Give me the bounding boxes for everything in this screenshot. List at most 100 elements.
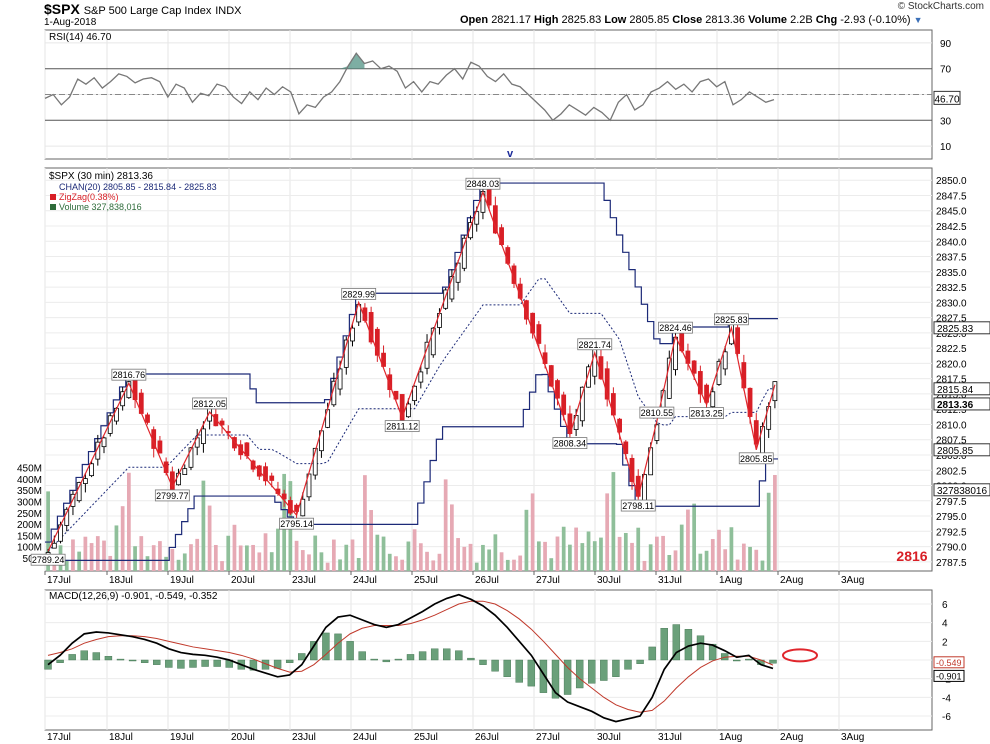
zigzag-tag-box xyxy=(192,397,228,410)
macd-tick-label: 2 xyxy=(942,637,948,648)
price-tag-box xyxy=(933,483,990,497)
candle-body xyxy=(430,327,436,356)
volume-bar xyxy=(481,544,485,571)
zigzag-tag-box xyxy=(620,499,656,512)
zigzag-tag-label: 2799.77 xyxy=(156,491,189,501)
volume-bar xyxy=(505,559,510,571)
candle-body xyxy=(735,327,741,354)
open-value: 2821.17 xyxy=(491,14,531,26)
volume-bar xyxy=(325,562,330,571)
volume-bar xyxy=(655,536,659,571)
macd-histogram-bar xyxy=(430,648,439,661)
volume-bar xyxy=(524,509,529,571)
volume-bar xyxy=(698,553,703,571)
price-tick-label: 2802.5 xyxy=(936,466,967,477)
macd-tick-label: 4 xyxy=(942,619,948,630)
volume-bar xyxy=(555,536,560,571)
macd-histogram-bar xyxy=(285,659,294,663)
volume-bar xyxy=(661,535,665,571)
volume-bar xyxy=(580,543,585,571)
price-tag-label: 327838016 xyxy=(937,486,987,497)
price-tag-label: 2805.85 xyxy=(937,446,974,457)
macd-histogram-bar xyxy=(696,635,705,661)
volume-bar xyxy=(89,543,94,571)
exchange: INDX xyxy=(215,5,242,17)
zigzag-tag-label: 2824.46 xyxy=(659,323,692,333)
volume-bar xyxy=(263,533,268,571)
volume-bar xyxy=(512,559,516,571)
macd-histogram-bar xyxy=(406,654,415,661)
macd-histogram-bar xyxy=(624,659,632,670)
volume-value: 2.2B xyxy=(790,14,813,26)
volume-bar xyxy=(300,550,305,571)
volume-bar xyxy=(213,544,218,571)
macd-histogram-bar xyxy=(563,659,572,695)
macd-histogram-bar xyxy=(491,659,499,672)
candle-body xyxy=(468,222,473,239)
zigzag-tag-box xyxy=(384,420,420,433)
volume-bar xyxy=(760,560,765,571)
zigzag-tag-box xyxy=(341,287,377,300)
volume-bar xyxy=(617,536,622,571)
volume-bar xyxy=(356,557,361,571)
macd-highlight-ellipse xyxy=(782,648,818,663)
candle-body xyxy=(474,211,480,225)
macd-x-axis-label: 27Jul xyxy=(536,732,560,743)
candle-body xyxy=(374,328,380,356)
zigzag-tag-label: 2789.24 xyxy=(32,555,65,565)
x-axis-label: 3Aug xyxy=(841,575,864,586)
volume-bar xyxy=(773,474,777,571)
volume-bar xyxy=(226,535,231,571)
candle-body xyxy=(300,498,306,517)
price-tick-label: 2822.5 xyxy=(936,344,967,355)
volume-bar xyxy=(257,552,262,571)
volume-bar xyxy=(456,538,460,571)
volume-bar xyxy=(251,544,255,571)
volume-bar xyxy=(95,536,100,571)
volume-bar xyxy=(126,472,131,571)
close-value: 2813.36 xyxy=(705,14,746,26)
price-tick-label: 2805.0 xyxy=(936,451,967,462)
volume-bar xyxy=(474,562,479,571)
volume-bar xyxy=(586,531,591,571)
zigzag-tag-label: 2810.55 xyxy=(641,408,674,418)
macd-current-tag-signal xyxy=(933,656,965,669)
candle-body xyxy=(82,478,88,484)
low-label: Low xyxy=(604,14,627,26)
volume-legend-swatch xyxy=(50,204,56,210)
dropdown-arrow-icon[interactable]: ▼ xyxy=(913,15,923,25)
candle-body xyxy=(232,437,237,449)
price-tick-label: 2795.0 xyxy=(936,512,967,523)
volume-bar xyxy=(686,509,690,571)
volume-bar xyxy=(83,536,88,571)
candle-body xyxy=(387,374,393,391)
macd-histogram-bar xyxy=(334,633,342,661)
macd-histogram-bar xyxy=(92,652,101,661)
volume-bar xyxy=(381,536,386,571)
volume-bar xyxy=(717,529,721,571)
volume-bar xyxy=(120,506,125,571)
price-tick-label: 2810.0 xyxy=(936,420,967,431)
symbol-title: $SPX S&P 500 Large Cap Index INDX xyxy=(44,1,242,17)
candle-body xyxy=(604,368,610,400)
zigzag-tag-label: 2798.11 xyxy=(622,501,654,511)
price-tick-label: 2817.5 xyxy=(936,375,967,386)
zigzag-tag-box xyxy=(552,437,588,449)
rsi-current-label: 46.70 xyxy=(934,94,959,105)
candle-body xyxy=(418,371,424,383)
rsi-line xyxy=(44,52,775,122)
x-axis-label: 26Jul xyxy=(475,575,499,586)
price-tick-label: 2835.0 xyxy=(936,268,967,279)
chg-value: -2.93 (-0.10%) xyxy=(840,14,911,26)
zigzag-tag-label: 2821.74 xyxy=(578,340,611,350)
macd-histogram-bar xyxy=(515,659,523,683)
macd-histogram-bar xyxy=(298,653,306,661)
macd-histogram-bar xyxy=(213,659,221,667)
price-tag-label: 2825.83 xyxy=(937,324,974,335)
close-label: Close xyxy=(672,14,703,26)
price-tick-label: 2850.0 xyxy=(936,176,967,187)
volume-bar xyxy=(412,529,417,571)
macd-line xyxy=(47,593,774,723)
volume-bar xyxy=(201,480,206,571)
rsi-tick-label: 10 xyxy=(940,142,952,153)
